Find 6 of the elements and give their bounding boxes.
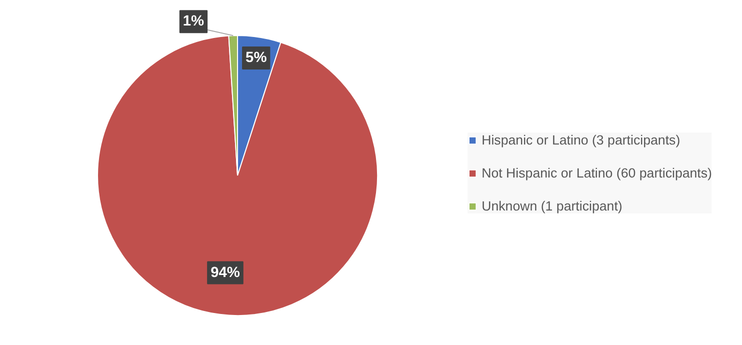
legend-label: Unknown (1 participant) [482, 198, 622, 213]
legend-label: Hispanic or Latino (3 participants) [482, 132, 680, 147]
data-label: 5% [246, 50, 267, 66]
legend-label: Not Hispanic or Latino (60 participants) [482, 165, 712, 180]
data-label: 94% [210, 264, 240, 281]
data-label: 1% [182, 14, 204, 30]
